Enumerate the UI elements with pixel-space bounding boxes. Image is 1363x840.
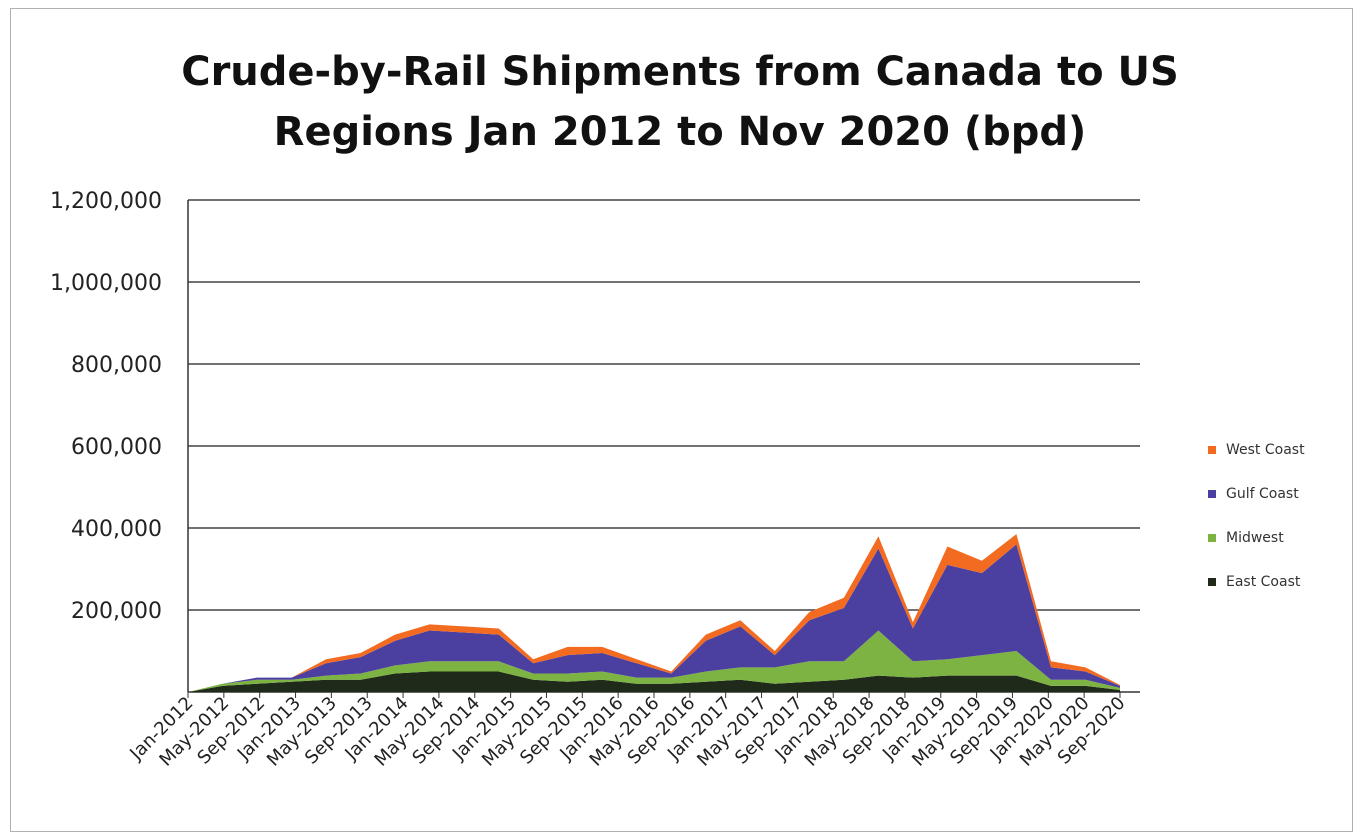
legend-label: West Coast [1226,442,1305,458]
legend-label: Gulf Coast [1226,486,1299,502]
series-area-midwest [188,630,1120,692]
legend-item: Midwest [1208,516,1358,560]
legend-swatch [1208,578,1216,586]
y-tick-label: 1,000,000 [50,271,162,296]
legend-swatch [1208,534,1216,542]
y-tick-label: 600,000 [71,435,162,460]
legend-label: Midwest [1226,530,1284,546]
legend-label: East Coast [1226,574,1301,590]
chart-frame [10,8,1353,832]
series-area-gulf-coast [188,544,1120,692]
legend-swatch [1208,490,1216,498]
legend-item: West Coast [1208,428,1358,472]
y-tick-label: 800,000 [71,353,162,378]
chart-title-line-1: Crude-by-Rail Shipments from Canada to U… [181,49,1179,95]
series-area-east-coast [188,671,1120,692]
legend-item: Gulf Coast [1208,472,1358,516]
y-tick-label: 200,000 [71,599,162,624]
legend-swatch [1208,446,1216,454]
y-tick-label: 400,000 [71,517,162,542]
chart-title-line-2: Regions Jan 2012 to Nov 2020 (bpd) [273,109,1087,155]
y-tick-label: 1,200,000 [50,189,162,214]
legend-item: East Coast [1208,560,1358,604]
chart-legend: West Coast Gulf Coast Midwest East Coast [1208,428,1358,604]
